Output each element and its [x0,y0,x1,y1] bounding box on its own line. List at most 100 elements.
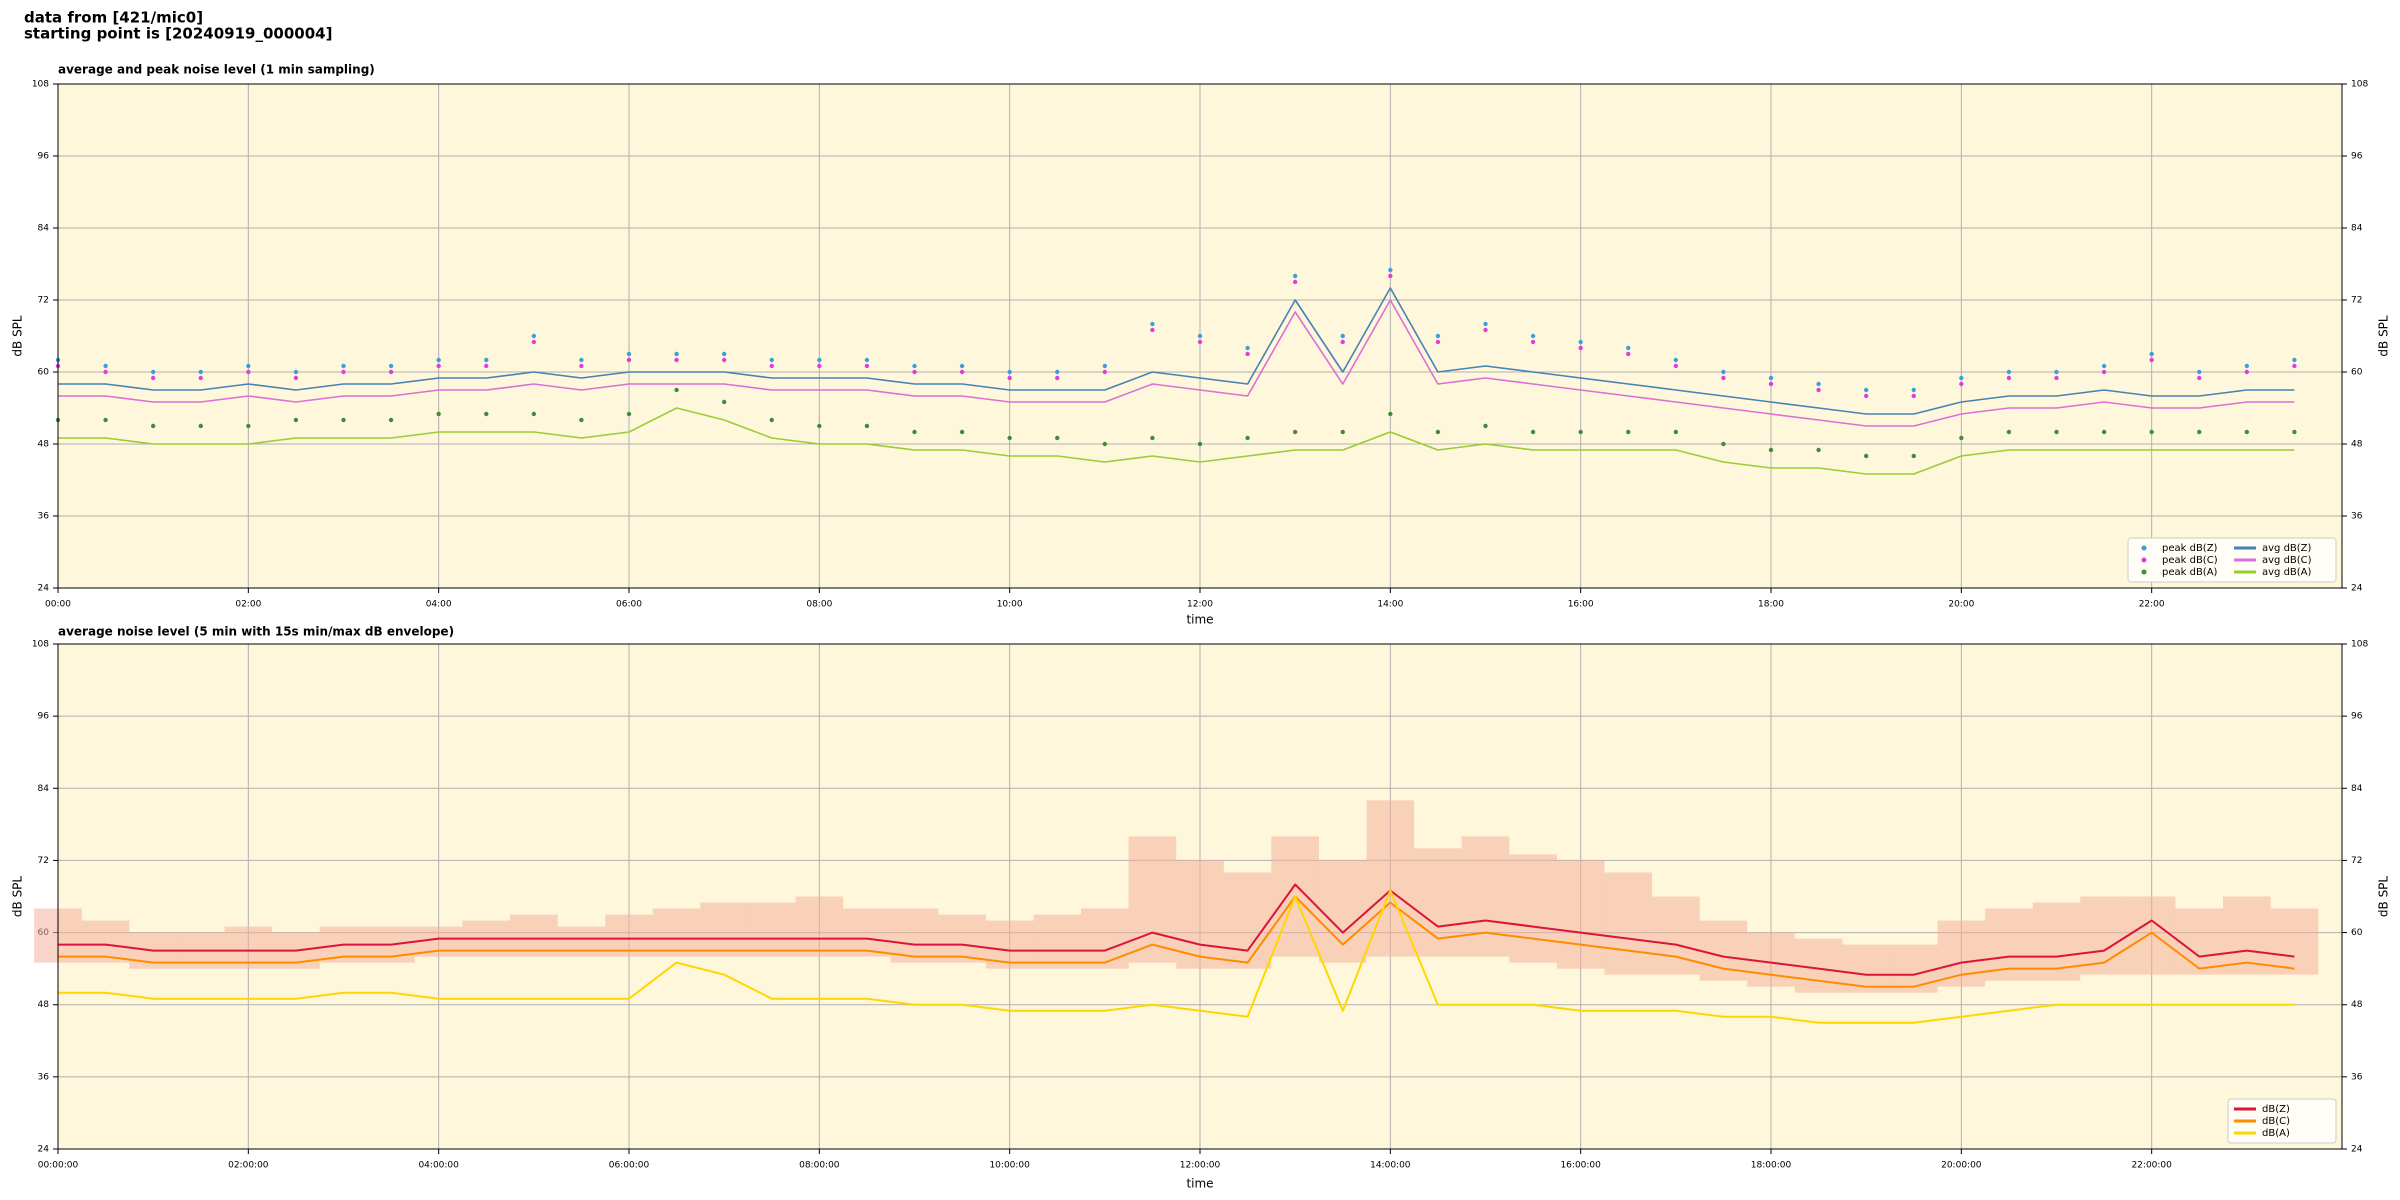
scatter-point [1150,327,1155,333]
scatter-point [1007,375,1012,381]
legend-label: avg dB(C) [2262,555,2312,566]
scatter-point [674,351,679,357]
legend-label: dB(Z) [2262,1104,2290,1115]
scatter-point [2101,369,2107,375]
y-tick-label: 96 [38,712,50,722]
scatter-point [484,411,489,417]
scatter-point [436,357,441,363]
y-tick-label-right: 96 [2351,152,2363,162]
scatter-point [1959,435,1964,441]
envelope-band [1652,896,1700,975]
scatter-point [1911,453,1916,459]
scatter-point [341,363,346,369]
scatter-point [2054,369,2059,375]
scatter-point [1388,411,1393,417]
envelope-band [1556,860,1605,969]
x-tick-label: 08:00 [806,600,832,610]
scatter-point [579,417,584,423]
legend-label: peak dB(A) [2162,567,2218,578]
scatter-point [1245,435,1250,441]
scatter-point [1435,429,1441,435]
legend-label: peak dB(C) [2162,555,2218,566]
y-tick-label-right: 48 [2351,1000,2363,1010]
envelope-band [652,908,701,957]
scatter-point [2149,429,2154,435]
y-tick-label: 24 [38,1145,50,1155]
scatter-point [817,363,822,369]
y-tick-label-right: 24 [2351,1145,2363,1155]
scatter-point [2006,429,2012,435]
scatter-point [1483,321,1488,327]
scatter-point [388,363,394,369]
scatter-point [1150,321,1155,327]
x-tick-label: 06:00 [616,600,642,610]
envelope-band [557,926,606,957]
y-tick-label: 84 [38,224,50,234]
x-tick-label: 16:00 [1568,600,1594,610]
scatter-point [1578,339,1583,345]
y-tick-label-right: 36 [2351,512,2363,522]
y-tick-label: 84 [38,784,50,794]
y-axis-label: dB SPL [11,315,25,357]
envelope-band [1937,920,1986,987]
y-tick-label-right: 108 [2351,640,2368,650]
series-line [58,883,2295,976]
series-line [58,299,2295,427]
scatter-point [1340,429,1345,435]
scatter-point [1292,273,1298,279]
x-tick-label: 00:00 [45,600,71,610]
scatter-point [1292,429,1298,435]
envelope-band [1033,914,1082,969]
envelope-band [938,914,986,963]
x-tick-label: 06:00:00 [609,1161,650,1171]
y-tick-label: 72 [38,856,49,866]
x-tick-label: 20:00:00 [1941,1161,1982,1171]
x-tick-label: 18:00 [1758,600,1784,610]
header-start: starting point is [20240919_000004] [24,25,332,43]
y-tick-label-right: 72 [2351,856,2362,866]
scatter-point [1055,369,1060,375]
legend-box [2127,537,2337,583]
y-tick-label-right: 96 [2351,712,2363,722]
series-line [58,407,2295,475]
legend-label: dB(C) [2262,1116,2290,1127]
scatter-point [1626,351,1631,357]
scatter-point [1673,357,1679,363]
scatter-point [769,357,774,363]
scatter-point [1245,345,1250,351]
scatter-point [1863,387,1869,393]
y-tick-label: 108 [32,80,49,90]
scatter-point [1768,381,1774,387]
y-tick-label-right: 72 [2351,296,2362,306]
scatter-point [2101,363,2107,369]
envelope-band [700,902,748,957]
y-axis-label-right: dB SPL [2377,315,2391,357]
scatter-point [1483,423,1488,429]
envelope-band [1604,872,1653,975]
scatter-point [2054,375,2059,381]
y-tick-label: 72 [38,296,49,306]
scatter-point [864,423,870,429]
envelope-band [747,902,796,957]
scatter-point [1530,339,1536,345]
scatter-point [388,417,394,423]
scatter-point [817,357,822,363]
y-axis-label-right: dB SPL [2377,876,2391,918]
envelope-band [1461,836,1510,957]
x-tick-label: 08:00:00 [799,1161,840,1171]
envelope-band [1509,854,1557,963]
scatter-point [1102,363,1108,369]
scatter-point [959,363,965,369]
scatter-point [912,429,917,435]
scatter-point [1388,267,1393,273]
scatter-point [1007,369,1012,375]
scatter-point [1768,375,1774,381]
scatter-point [626,357,632,363]
scatter-point [674,387,679,393]
x-tick-label: 14:00:00 [1370,1161,1411,1171]
scatter-point [626,351,632,357]
x-tick-label: 10:00:00 [989,1161,1030,1171]
scatter-point [341,417,346,423]
x-tick-label: 10:00 [997,600,1023,610]
scatter-point [1911,387,1916,393]
